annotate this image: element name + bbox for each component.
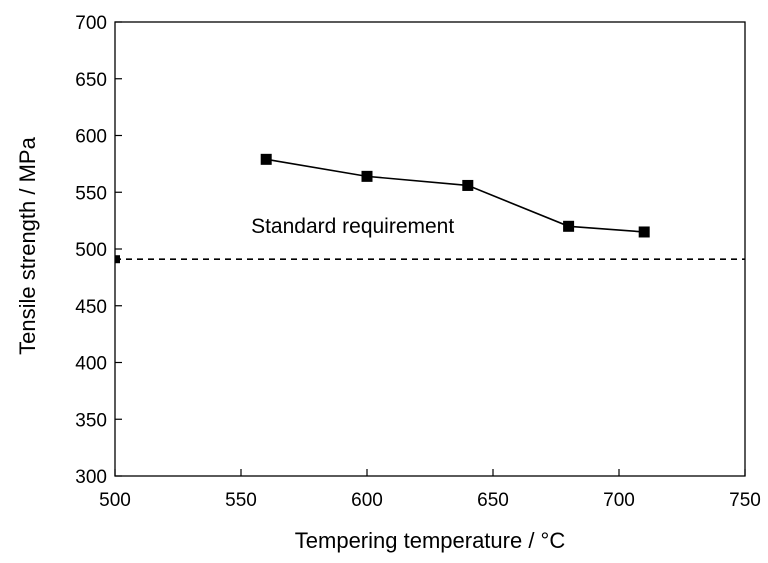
data-point xyxy=(260,153,272,165)
x-tick-label: 500 xyxy=(99,490,131,511)
y-tick-label: 650 xyxy=(75,70,107,91)
reference-line-group: Standard requirement xyxy=(115,215,745,264)
y-tick-label: 350 xyxy=(75,410,107,431)
y-tick-label: 550 xyxy=(75,183,107,204)
series-group xyxy=(260,153,650,238)
standard-requirement-label: Standard requirement xyxy=(251,215,454,238)
data-point xyxy=(361,170,373,182)
y-axis-ticks: 300 350 400 450 500 550 600 650 700 xyxy=(75,13,122,488)
x-axis-title: Tempering temperature / °C xyxy=(295,528,566,553)
standard-requirement-endpoint xyxy=(115,255,120,264)
data-point xyxy=(563,220,575,232)
y-tick-label: 700 xyxy=(75,13,107,34)
x-tick-label: 700 xyxy=(603,490,635,511)
x-tick-label: 600 xyxy=(351,490,383,511)
data-point xyxy=(638,226,650,238)
y-tick-label: 500 xyxy=(75,240,107,261)
x-axis-ticks: 500 550 600 650 700 750 xyxy=(99,469,761,511)
y-tick-label: 300 xyxy=(75,467,107,488)
y-tick-label: 600 xyxy=(75,127,107,148)
y-tick-label: 450 xyxy=(75,297,107,318)
x-tick-label: 650 xyxy=(477,490,509,511)
y-tick-label: 400 xyxy=(75,354,107,375)
plot-area-frame xyxy=(114,21,746,477)
data-point xyxy=(462,179,474,191)
y-axis-title: Tensile strength / MPa xyxy=(15,136,40,354)
x-tick-label: 550 xyxy=(225,490,257,511)
x-tick-label: 750 xyxy=(729,490,761,511)
